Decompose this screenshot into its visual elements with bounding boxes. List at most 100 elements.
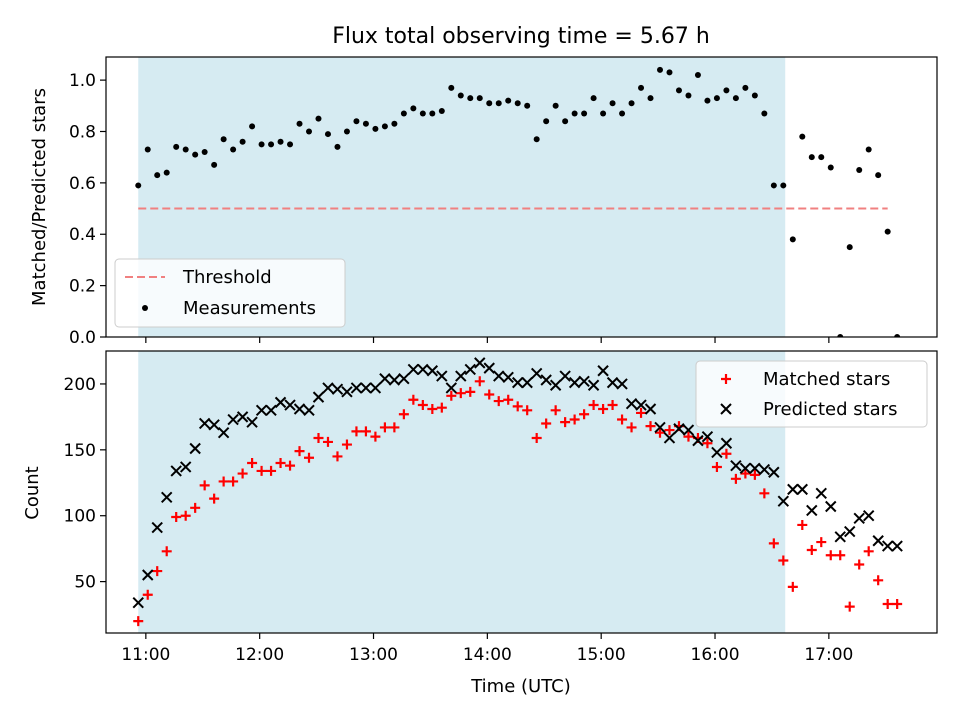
point-predicted-stars (284, 399, 296, 411)
point-matched-stars (503, 394, 514, 405)
point-matched-stars (645, 421, 656, 432)
point-matched-stars (873, 575, 884, 586)
point-measurements (552, 102, 559, 109)
point-predicted-stars (170, 465, 182, 477)
point-matched-stars (844, 601, 855, 612)
point-predicted-stars (862, 510, 875, 522)
point-measurements (770, 182, 777, 189)
point-predicted-stars (417, 363, 429, 376)
point-matched-stars (702, 438, 713, 449)
point-matched-stars (626, 422, 637, 433)
y-tick-label: 0.6 (69, 174, 96, 194)
point-matched-stars (721, 448, 732, 459)
point-matched-stars (266, 465, 277, 476)
point-measurements (666, 69, 673, 76)
point-predicted-stars (293, 403, 306, 415)
point-matched-stars (294, 446, 305, 457)
point-measurements (761, 110, 768, 117)
point-predicted-stars (502, 371, 514, 384)
point-predicted-stars (796, 483, 809, 496)
legend-matched-swatch (721, 374, 731, 384)
data-points (132, 357, 903, 627)
point-measurements (856, 167, 863, 174)
point-predicted-stars (142, 569, 154, 581)
y-tick-label: 100 (64, 507, 96, 527)
legend-box (114, 258, 346, 328)
point-predicted-stars (436, 370, 448, 382)
point-matched-stars (199, 480, 210, 491)
point-predicted-stars (654, 421, 666, 434)
point-predicted-stars (720, 437, 733, 449)
point-matched-stars (180, 510, 191, 521)
point-measurements (751, 92, 758, 99)
point-measurements (619, 110, 626, 117)
x-tick-label: 12:00 (235, 645, 284, 665)
point-matched-stars (560, 417, 571, 428)
point-matched-stars (304, 452, 315, 463)
point-matched-stars (446, 390, 457, 401)
point-predicted-stars (787, 483, 799, 496)
point-measurements (732, 95, 739, 102)
point-measurements (704, 97, 711, 104)
point-predicted-stars (749, 462, 761, 474)
point-predicted-stars (815, 487, 827, 500)
point-measurements (685, 92, 692, 99)
point-measurements (182, 146, 189, 153)
plot-frame (105, 350, 938, 634)
point-measurements (144, 146, 151, 153)
point-matched-stars (711, 461, 722, 472)
point-matched-stars (237, 468, 248, 479)
point-matched-stars (825, 550, 836, 561)
point-matched-stars (512, 401, 523, 412)
point-predicted-stars (407, 363, 420, 376)
point-matched-stars (455, 388, 466, 399)
y-tick-label: 0.2 (69, 277, 96, 297)
bottom-ylabel: Count (22, 466, 43, 519)
legend-box (695, 360, 928, 428)
point-matched-stars (465, 386, 476, 397)
point-predicted-stars (578, 375, 590, 388)
point-matched-stars (816, 537, 827, 548)
point-measurements (694, 71, 701, 78)
point-predicted-stars (369, 382, 382, 394)
point-measurements (163, 169, 170, 176)
point-measurements (675, 87, 682, 94)
point-predicted-stars (644, 403, 657, 415)
point-measurements (609, 100, 616, 107)
point-predicted-stars (891, 540, 903, 552)
y-tick-label: 0.4 (69, 225, 96, 245)
point-predicted-stars (455, 370, 467, 382)
point-predicted-stars (872, 535, 884, 547)
point-measurements (875, 172, 882, 179)
point-measurements (362, 120, 369, 127)
point-predicted-stars (132, 596, 144, 609)
point-matched-stars (408, 394, 419, 405)
point-matched-stars (247, 458, 258, 469)
legend-predicted-swatch (720, 403, 732, 415)
point-measurements (533, 136, 540, 143)
point-matched-stars (436, 402, 447, 413)
point-measurements (818, 154, 825, 161)
point-measurements (135, 182, 142, 189)
y-tick-label: 1.0 (69, 71, 96, 91)
point-matched-stars (427, 403, 438, 414)
y-tick-label: 0.0 (69, 328, 96, 348)
legend-matched-label: Matched stars (763, 369, 890, 390)
point-predicted-stars (493, 370, 505, 382)
y-tick-label: 0.8 (69, 122, 96, 142)
point-measurements (486, 100, 493, 107)
point-matched-stars (332, 451, 343, 462)
point-measurements (400, 110, 407, 117)
point-measurements (514, 100, 521, 107)
legend-measurements-label: Measurements (183, 298, 316, 319)
data-points (135, 66, 901, 337)
point-predicted-stars (597, 365, 609, 377)
x-tick-label: 16:00 (691, 645, 740, 665)
point-predicted-stars (303, 404, 315, 417)
point-matched-stars (787, 581, 798, 592)
point-matched-stars (579, 409, 590, 420)
point-measurements (372, 125, 379, 132)
point-measurements (324, 131, 331, 138)
point-measurements (343, 128, 350, 135)
point-predicted-stars (189, 442, 201, 455)
